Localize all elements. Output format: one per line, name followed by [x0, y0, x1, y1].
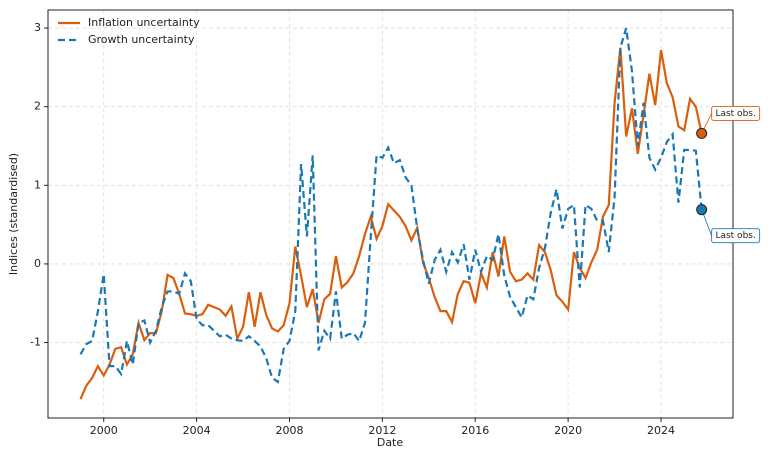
plot-frame: [47, 9, 734, 419]
series-line: [79, 27, 703, 384]
annotation-box: [711, 105, 761, 121]
annotation-box: [711, 228, 761, 244]
annotation-text: Last obs.: [715, 231, 755, 241]
last-obs-marker: [696, 127, 708, 139]
legend-label: Inflation uncertainty: [88, 16, 200, 29]
series-line: [79, 47, 703, 400]
annotation-text: Last obs.: [715, 109, 755, 119]
last-obs-annotation: Last obs.: [701, 209, 761, 244]
y-tick-label: -1: [30, 336, 41, 349]
last-obs-annotation: Last obs.: [701, 105, 761, 134]
x-tick-label: 2008: [275, 424, 303, 437]
x-tick-label: 2012: [368, 424, 396, 437]
y-tick-label: 0: [34, 257, 41, 270]
y-axis-label: Indices (standardised): [7, 153, 20, 275]
y-tick-label: 1: [34, 178, 41, 191]
x-tick-label: 2016: [461, 424, 489, 437]
x-tick-label: 2024: [647, 424, 675, 437]
x-tick-label: 2004: [183, 424, 211, 437]
x-tick-label: 2000: [90, 424, 118, 437]
legend-label: Growth uncertainty: [88, 33, 195, 46]
x-axis-label: Date: [377, 436, 404, 449]
y-tick-label: 3: [34, 21, 41, 34]
x-tick-label: 2020: [554, 424, 582, 437]
y-tick-label: 2: [34, 100, 41, 113]
last-obs-marker: [696, 204, 708, 216]
